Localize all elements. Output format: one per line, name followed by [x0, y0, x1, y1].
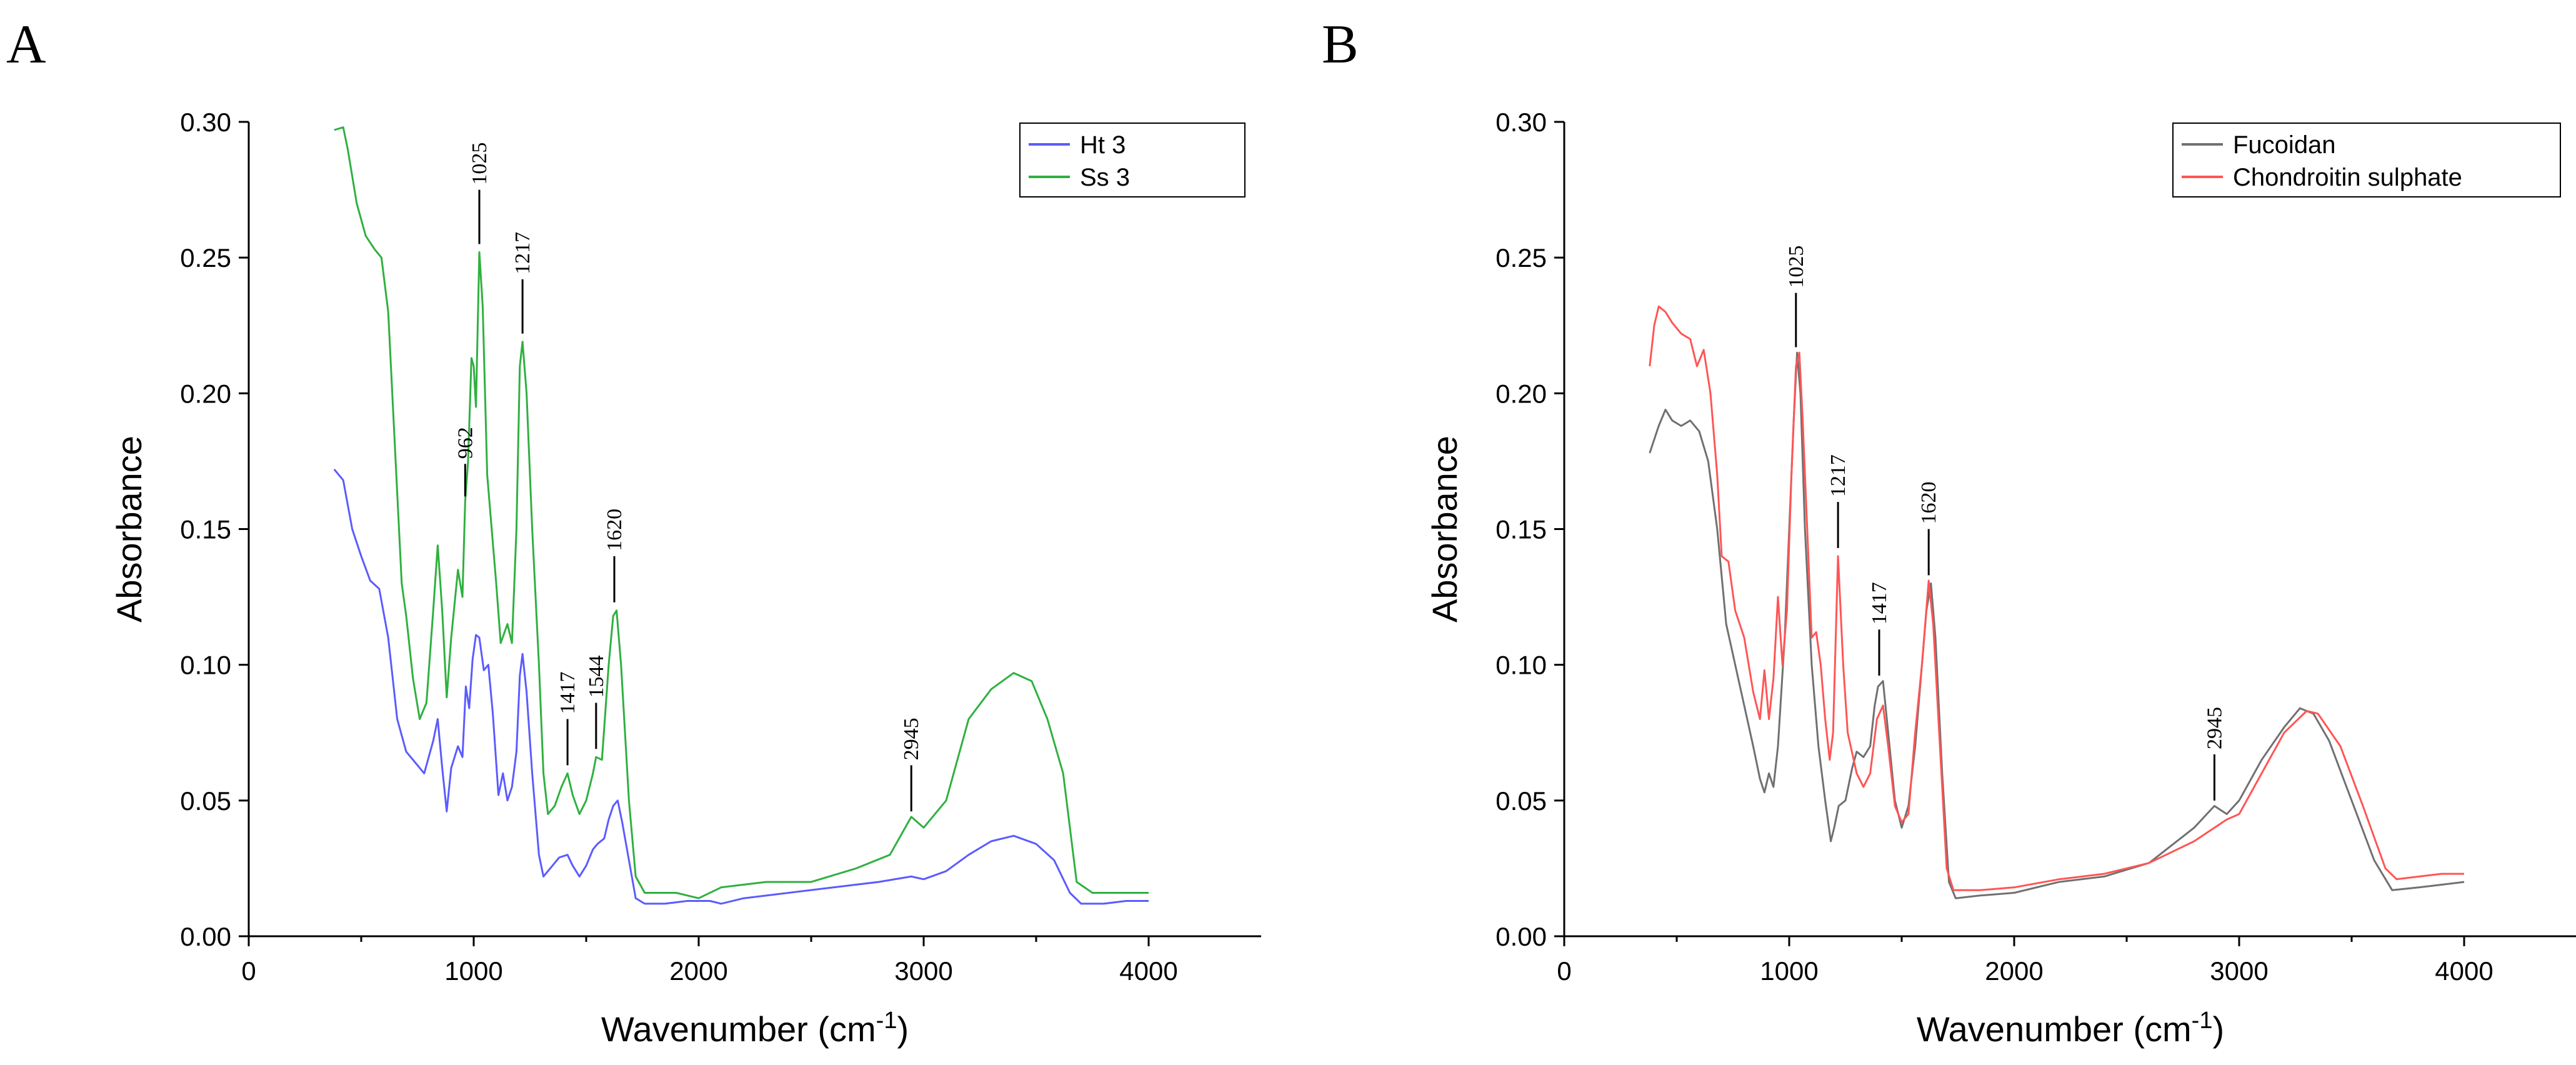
panel-letter: B [1322, 14, 1359, 75]
y-tick-label: 0.30 [1495, 108, 1547, 137]
peak-annotation-label: 1620 [603, 509, 626, 551]
peak-annotation-label: 1417 [1868, 582, 1891, 624]
y-tick-label: 0.10 [180, 651, 231, 680]
chart-panel-b: B 0.00 0.05 0.10 0.15 0.20 0.25 0.30 0 1000 2000 30… [1322, 14, 2576, 1049]
peak-annotation-label: 2945 [2203, 707, 2226, 749]
x-axis-title-close: ) [897, 1009, 909, 1049]
x-axis-title: Wavenumber (cm-1) [1917, 1008, 2224, 1049]
peak-annotation-label: 1417 [556, 672, 579, 714]
x-tick-label: 1000 [444, 956, 502, 986]
y-tick-label: 0.30 [180, 108, 231, 137]
y-tick-label: 0.10 [1495, 651, 1547, 680]
x-axis-title-superscript: -1 [876, 1008, 897, 1034]
y-tick-label: 0.00 [1495, 922, 1547, 951]
x-axis-title-text: Wavenumber (cm [1917, 1009, 2192, 1049]
series-line-ss-3 [334, 126, 1149, 899]
series-line-fucoidan [1649, 351, 2465, 899]
y-tick-label: 0.00 [180, 922, 231, 951]
peak-annotation-label: 2945 [900, 718, 923, 760]
y-tick-label: 0.15 [1495, 515, 1547, 544]
y-tick-label: 0.15 [180, 515, 231, 544]
x-tick-label: 2000 [669, 956, 727, 986]
series-line-ht-3 [333, 468, 1149, 905]
y-axis-title: Absorbance [109, 436, 149, 622]
x-tick-label: 4000 [2435, 956, 2493, 986]
x-tick-label: 1000 [1760, 956, 1818, 986]
legend-label: Chondroitin sulphate [2233, 164, 2462, 191]
legend-box [1019, 122, 1246, 198]
peak-annotation-label: 1544 [585, 655, 608, 698]
legend-box [2172, 122, 2561, 198]
legend-label: Ht 3 [1080, 131, 1126, 159]
peak-annotation-label: 1025 [468, 142, 491, 185]
x-tick-label: 0 [1557, 956, 1571, 986]
x-tick-label: 3000 [894, 956, 952, 986]
peak-annotation-label: 1620 [1917, 482, 1940, 524]
x-axis-title-superscript: -1 [2192, 1008, 2213, 1034]
y-tick-label: 0.25 [180, 243, 231, 272]
peak-annotation-label: 1025 [1785, 246, 1808, 288]
series-line-chondroitin-sulphate [1649, 305, 2464, 891]
y-tick-label: 0.05 [1495, 786, 1547, 816]
y-tick-label: 0.20 [1495, 379, 1547, 408]
panel-letter: A [6, 14, 46, 75]
x-tick-label: 4000 [1119, 956, 1177, 986]
x-tick-label: 2000 [1985, 956, 2043, 986]
y-tick-label: 0.25 [1495, 243, 1547, 272]
x-axis-title-close: ) [2212, 1009, 2224, 1049]
y-tick-label: 0.05 [180, 786, 231, 816]
peak-annotation-label: 1217 [511, 232, 534, 274]
x-tick-label: 3000 [2210, 956, 2268, 986]
x-axis-title: Wavenumber (cm-1) [601, 1008, 909, 1049]
peak-annotation-label: 1217 [1827, 454, 1850, 497]
y-tick-label: 0.20 [180, 379, 231, 408]
x-tick-label: 0 [241, 956, 256, 986]
x-axis-title-text: Wavenumber (cm [601, 1009, 876, 1049]
chart-panel-a: A 0.00 0.05 0.10 0.15 0.20 0.25 0.30 0 1000 2000 30… [6, 14, 1261, 1049]
peak-annotation-label: 962 [454, 427, 477, 459]
legend-label: Fucoidan [2233, 131, 2336, 159]
y-axis-title: Absorbance [1425, 436, 1464, 622]
legend-label: Ss 3 [1080, 164, 1130, 191]
